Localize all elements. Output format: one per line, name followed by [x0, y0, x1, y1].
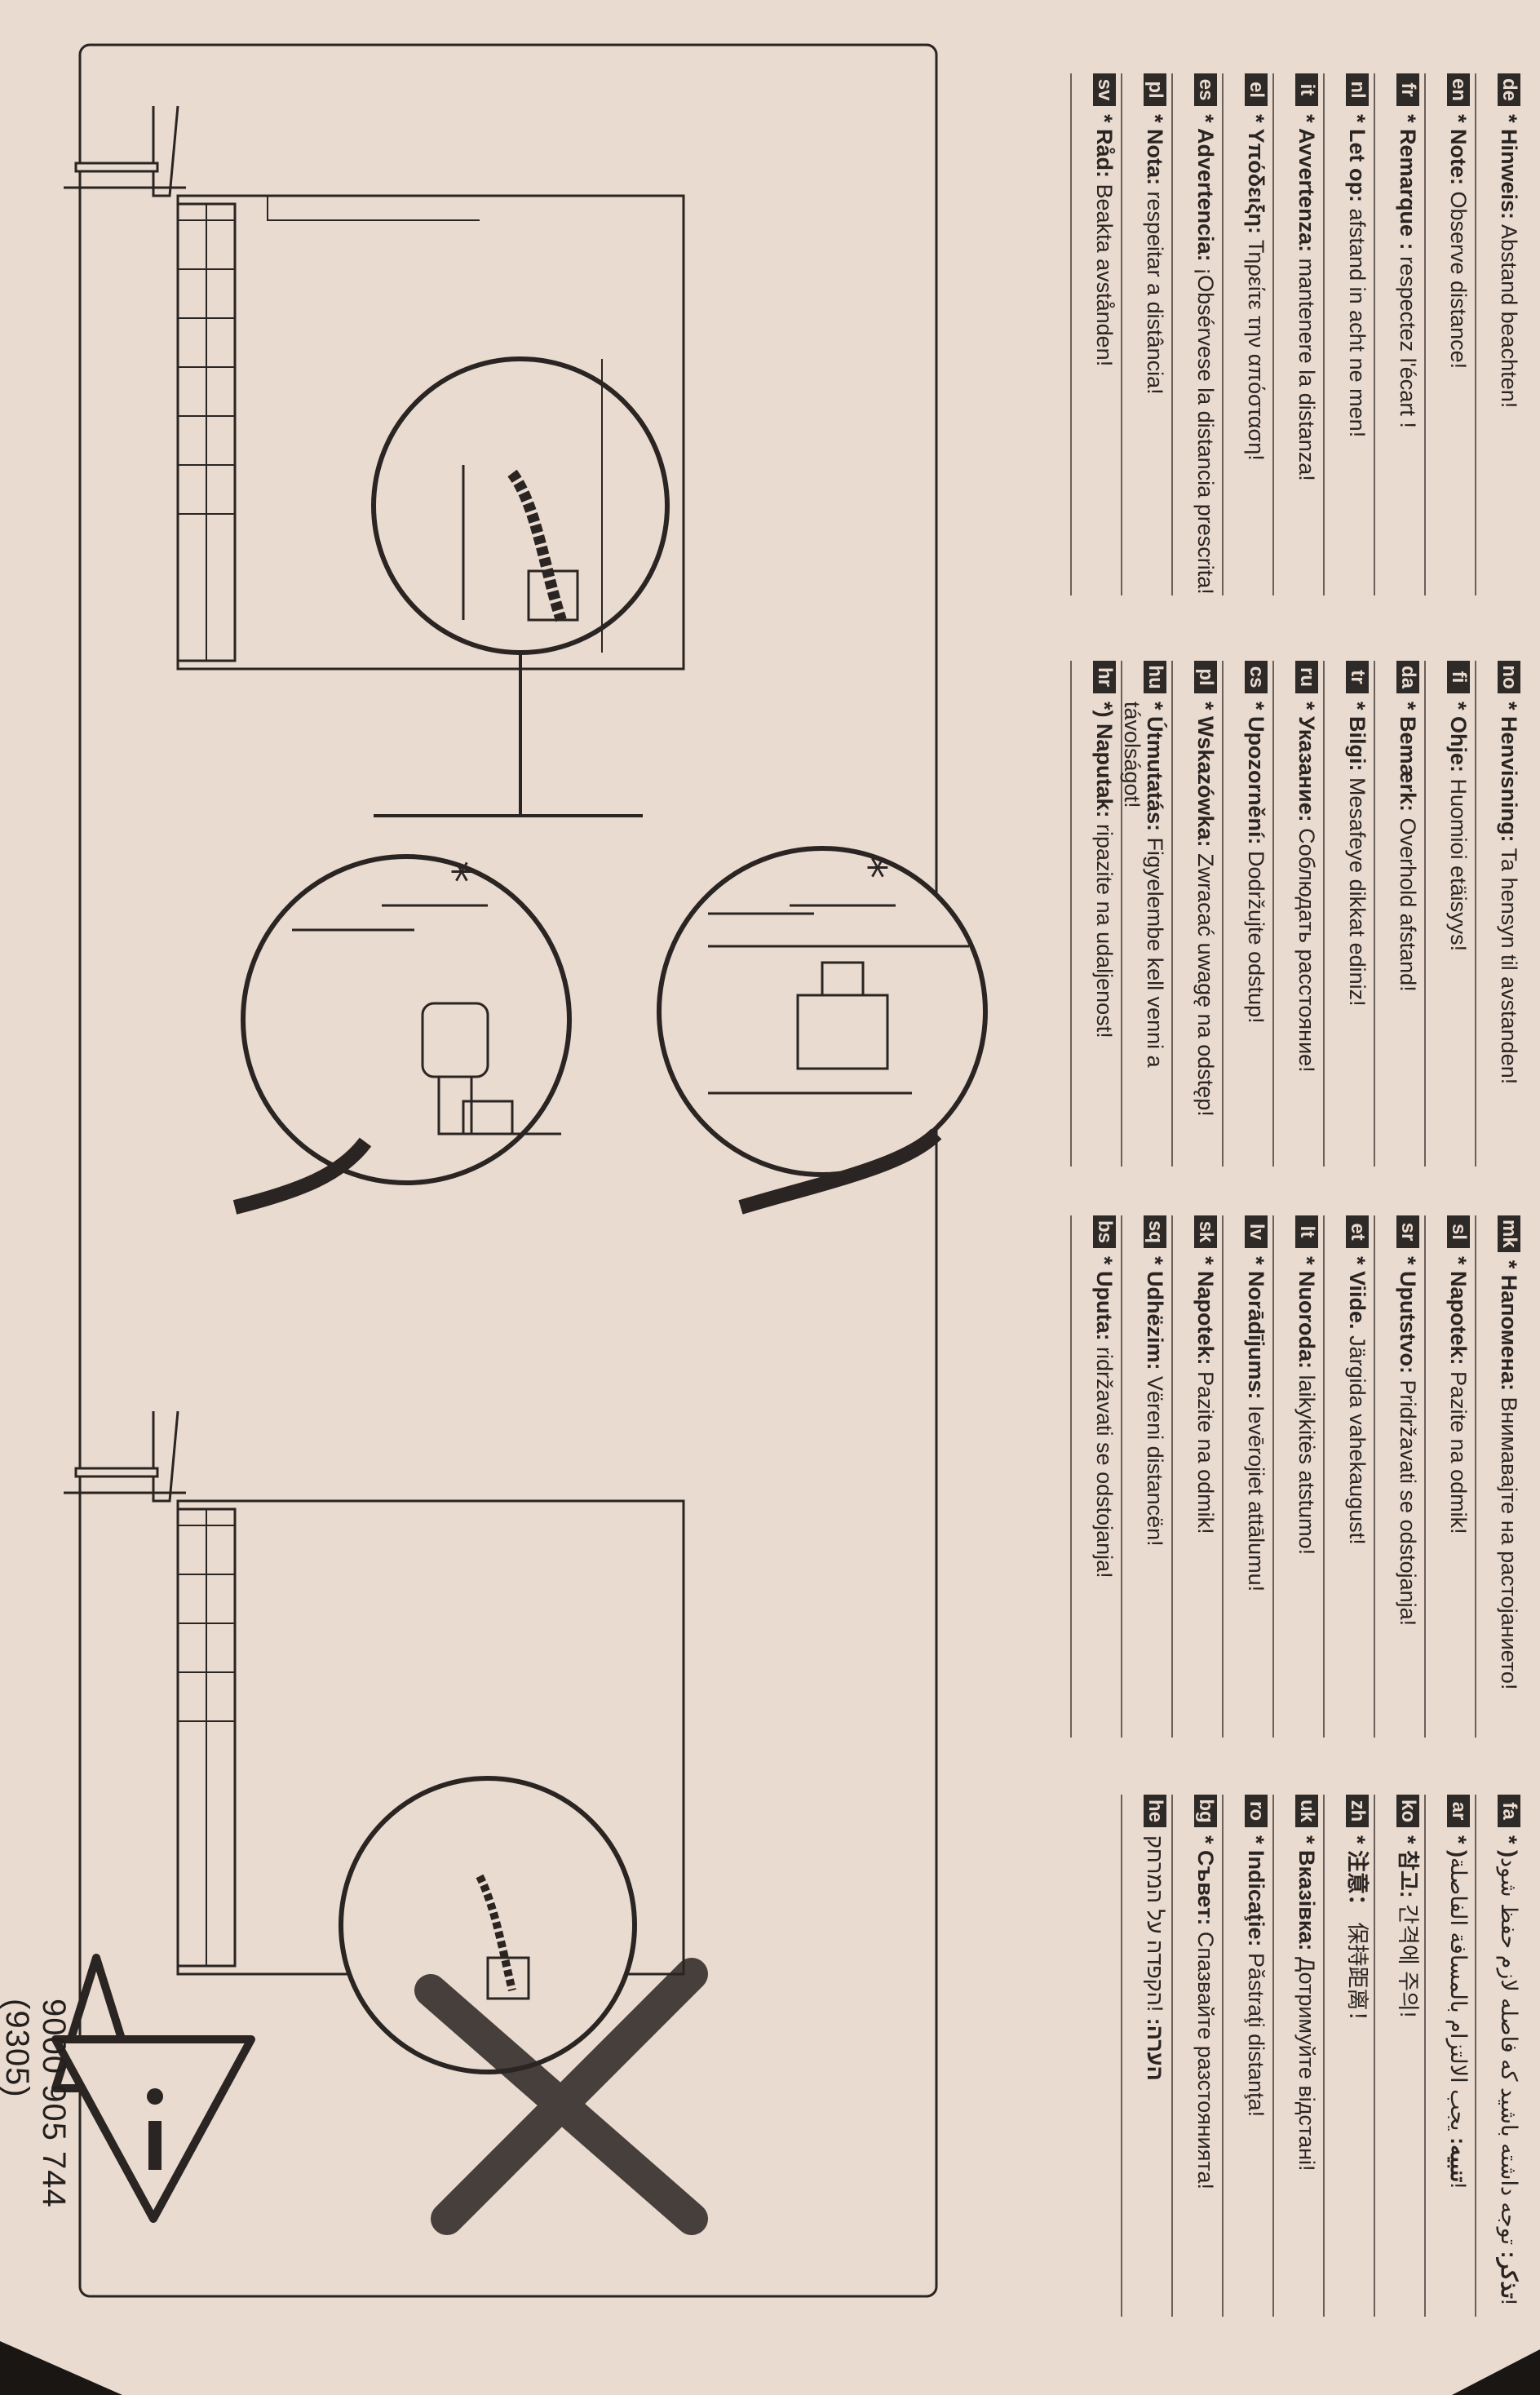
warning-triangle-icon [51, 1954, 255, 2223]
figure-frame [78, 43, 938, 2298]
document-number: 9000 905 744 (9305) [0, 1999, 72, 2208]
distance-asterisk-2: * [428, 861, 480, 883]
drain-hose-detail-icon [371, 356, 670, 655]
power-plug-icon: * [657, 846, 988, 1215]
wrong-cross-icon [339, 1776, 708, 2235]
detail-connector [374, 653, 643, 817]
tap-valve-icon: * [232, 854, 572, 1215]
dishwasher-correct-drawing [64, 105, 685, 671]
distance-asterisk-1: * [844, 857, 896, 879]
